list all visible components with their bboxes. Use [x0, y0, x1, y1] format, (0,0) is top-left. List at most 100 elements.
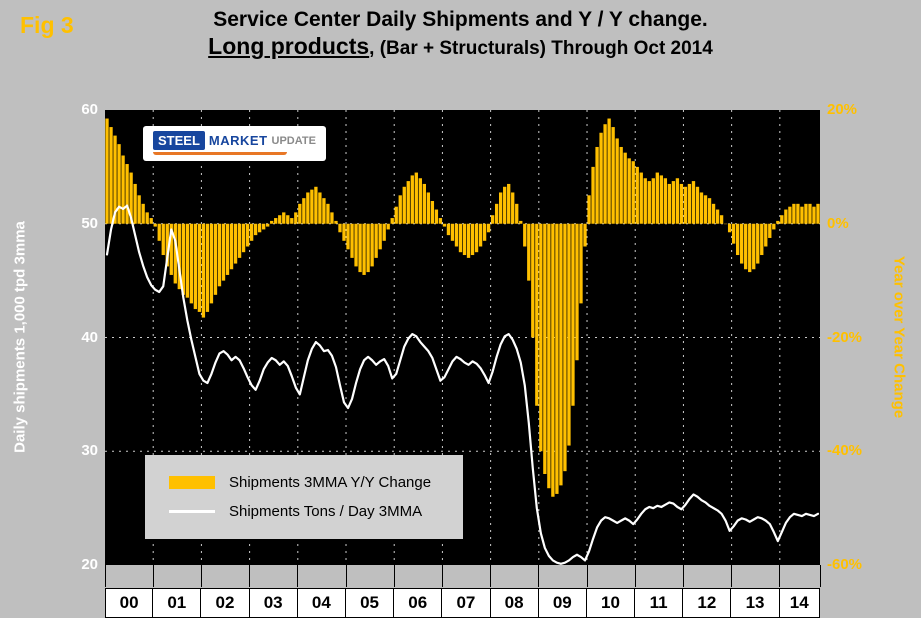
yoy-bar	[161, 223, 165, 256]
x-axis-tick-mark	[104, 565, 106, 587]
year-label-03: 03	[249, 588, 298, 618]
logo-swoosh-icon	[153, 152, 287, 155]
x-axis-tick-mark	[297, 565, 299, 587]
yoy-bar	[764, 223, 768, 247]
smu-logo: STEEL MARKET UPDATE	[143, 126, 326, 161]
yoy-bar	[651, 178, 655, 224]
yoy-bar	[438, 218, 443, 224]
yoy-bar	[691, 181, 696, 224]
yoy-bar	[559, 223, 563, 486]
yoy-bar	[278, 215, 282, 224]
yoy-bar	[233, 223, 238, 264]
yoy-bar	[253, 223, 258, 236]
yoy-bar	[406, 181, 410, 224]
legend-label: Shipments 3MMA Y/Y Change	[229, 474, 432, 491]
yoy-bar	[788, 206, 792, 224]
yoy-bar	[446, 223, 451, 236]
yoy-bar	[667, 183, 672, 224]
yoy-bar	[354, 223, 358, 267]
legend-swatch-line	[169, 510, 215, 513]
yoy-bar	[619, 146, 623, 224]
left-axis-tick-label: 20	[81, 556, 98, 573]
yoy-bar	[358, 223, 362, 273]
yoy-bar	[780, 215, 784, 224]
yoy-bar	[173, 223, 177, 284]
yoy-bar	[169, 223, 173, 275]
yoy-bar	[486, 223, 491, 233]
yoy-bar	[583, 223, 587, 247]
yoy-bar	[362, 223, 366, 275]
yoy-bar	[193, 223, 198, 310]
right-axis-tick-label: 0%	[827, 214, 849, 232]
yoy-bar	[687, 183, 692, 224]
shipments-line	[105, 204, 820, 565]
yoy-bar	[527, 223, 531, 281]
yoy-bar	[812, 206, 816, 224]
yoy-bar	[330, 212, 334, 224]
yoy-bar	[113, 135, 117, 224]
yoy-bar	[454, 223, 459, 247]
yoy-bar	[137, 195, 141, 224]
yoy-bar	[740, 223, 744, 264]
yoy-bar	[659, 175, 663, 224]
yoy-bar	[386, 223, 390, 230]
yoy-bar	[249, 223, 254, 241]
yoy-bar	[185, 223, 190, 298]
yoy-bar	[707, 198, 712, 224]
yoy-bar	[390, 218, 394, 224]
yoy-bar	[165, 223, 169, 267]
yoy-bar	[804, 203, 808, 224]
yoy-bar	[342, 223, 346, 241]
yoy-bar	[302, 198, 306, 224]
yoy-bar	[458, 223, 463, 253]
yoy-bar	[466, 223, 471, 258]
yoy-bar	[655, 172, 659, 224]
yoy-bar	[748, 223, 752, 273]
yoy-bar	[322, 198, 326, 224]
yoy-bar	[209, 223, 214, 304]
yoy-bar	[503, 186, 507, 224]
yoy-bar	[490, 215, 495, 224]
yoy-bar	[595, 146, 599, 224]
yoy-bar	[338, 223, 342, 233]
yoy-bar	[711, 203, 716, 224]
x-axis-tick-mark	[200, 565, 202, 587]
yoy-bar	[225, 223, 230, 275]
legend-label: Shipments Tons / Day 3MMA	[229, 503, 423, 520]
yoy-bar	[679, 183, 684, 224]
yoy-bar	[334, 220, 338, 224]
yoy-bar	[760, 223, 764, 256]
yoy-bar	[603, 124, 607, 224]
yoy-bar	[314, 186, 318, 224]
right-axis-title: Year over Year Change	[890, 255, 908, 419]
yoy-bar	[816, 203, 820, 224]
yoy-bar	[808, 203, 812, 224]
x-axis-tick-mark	[249, 565, 251, 587]
chart-legend: Shipments 3MMA Y/Y Change Shipments Tons …	[145, 455, 463, 539]
yoy-bar	[474, 223, 479, 253]
right-axis-tick-label: -40%	[827, 442, 863, 460]
right-axis-tick-label: 20%	[827, 101, 858, 118]
yoy-bar	[402, 186, 406, 224]
year-label-01: 01	[153, 588, 202, 618]
left-axis-title: Daily shipments 1,000 tpd 3mma	[11, 221, 29, 453]
yoy-bar	[374, 223, 378, 258]
yoy-bar	[699, 192, 704, 224]
yoy-bar	[607, 118, 611, 224]
yoy-bar	[434, 209, 439, 224]
yoy-bar	[703, 195, 708, 224]
yoy-bar	[213, 223, 218, 295]
chart-title-line2: Long products, (Bar + Structurals) Throu…	[0, 33, 921, 60]
yoy-bar	[450, 223, 455, 241]
yoy-bar	[663, 178, 668, 224]
x-axis-year-strip: 00 01 02 03 04 05 06 07 08 09 10 11 12 13 14	[105, 588, 820, 618]
yoy-bar	[378, 223, 382, 250]
yoy-bar	[727, 223, 732, 233]
yoy-bar	[599, 132, 603, 224]
left-axis-tick-label: 50	[81, 214, 98, 232]
yoy-bar	[141, 203, 145, 224]
logo-market-text: MARKET	[208, 133, 268, 148]
yoy-bar	[543, 223, 547, 474]
x-axis-tick-mark	[393, 565, 395, 587]
yoy-bar	[744, 223, 748, 270]
